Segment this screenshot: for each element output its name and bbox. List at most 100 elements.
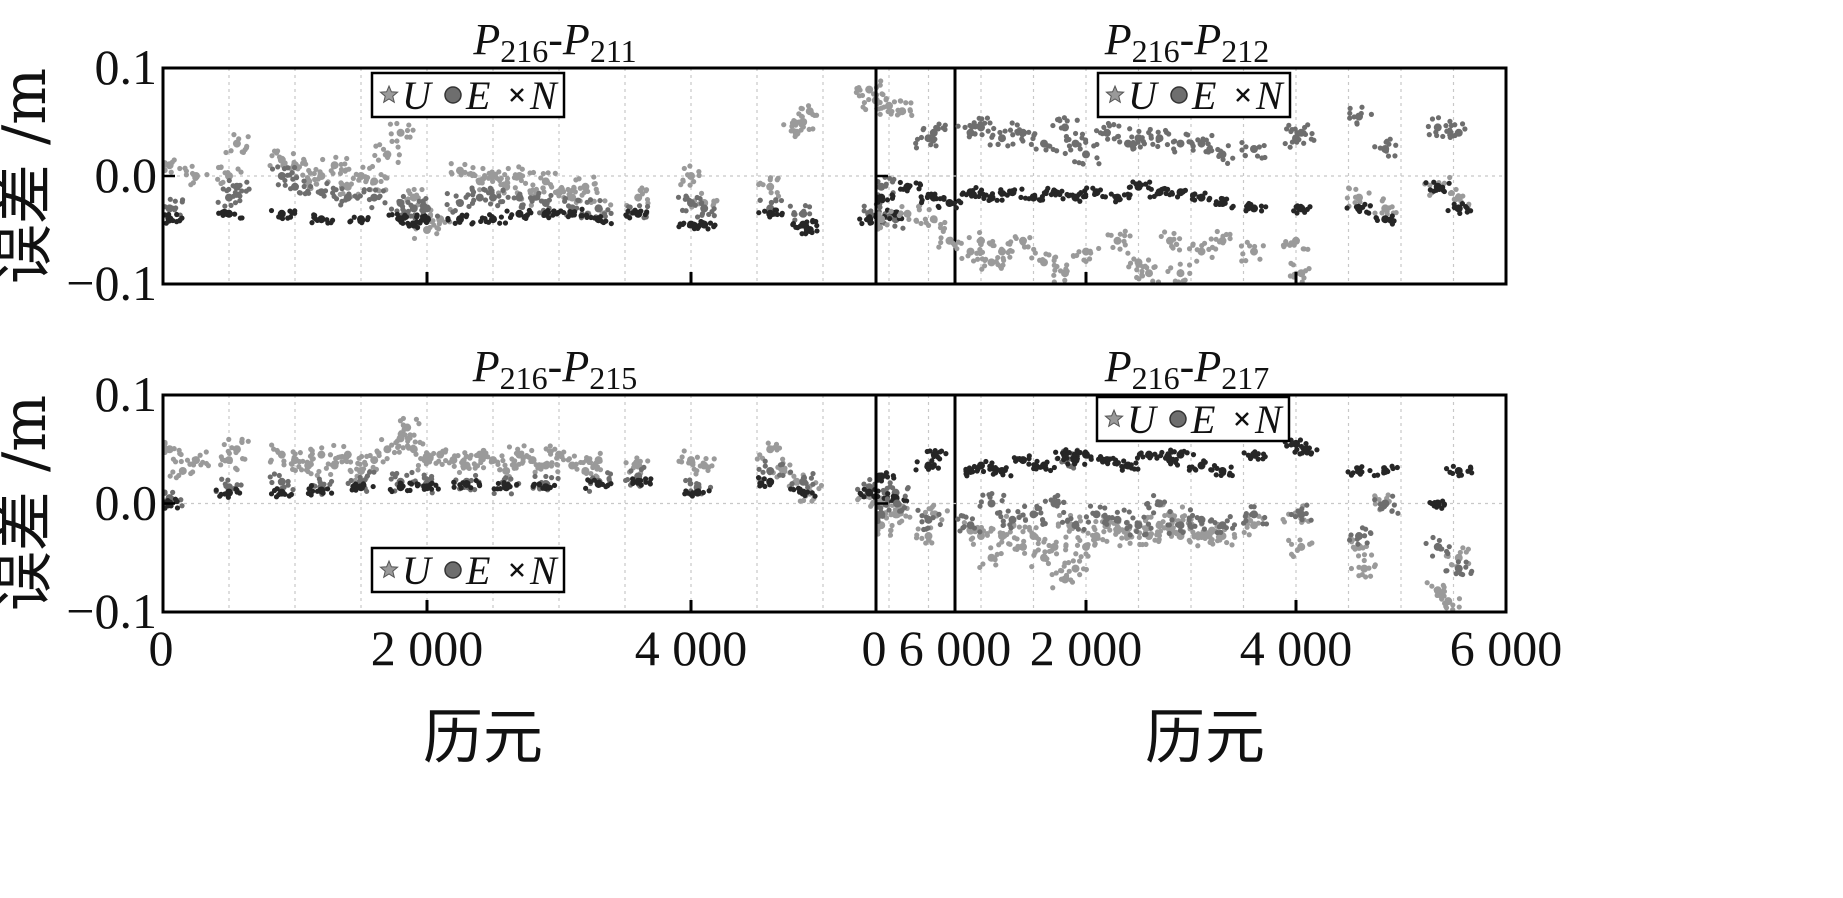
point-N bbox=[1165, 451, 1171, 457]
point-N bbox=[347, 219, 353, 225]
point-E bbox=[538, 198, 545, 204]
point-E bbox=[928, 142, 934, 148]
point-E bbox=[1090, 510, 1096, 516]
point-U bbox=[1360, 564, 1369, 573]
point-E bbox=[1452, 132, 1458, 139]
point-U bbox=[877, 111, 883, 117]
point-U bbox=[269, 442, 275, 448]
point-E bbox=[1068, 516, 1074, 522]
point-N bbox=[897, 186, 904, 192]
point-N bbox=[779, 210, 785, 216]
point-N bbox=[1108, 191, 1114, 197]
point-N bbox=[902, 498, 908, 504]
point-E bbox=[608, 210, 614, 216]
point-U bbox=[944, 508, 950, 514]
point-U bbox=[1104, 538, 1110, 544]
point-U bbox=[1356, 564, 1362, 570]
point-N bbox=[1201, 458, 1207, 464]
point-N bbox=[351, 482, 357, 489]
point-N bbox=[963, 471, 969, 477]
point-U bbox=[993, 562, 999, 568]
point-U bbox=[236, 136, 242, 142]
point-U bbox=[524, 453, 530, 459]
point-U bbox=[355, 460, 361, 466]
point-E bbox=[787, 203, 793, 209]
point-U bbox=[1366, 190, 1372, 196]
point-U bbox=[887, 532, 894, 538]
point-N bbox=[1000, 472, 1006, 478]
point-U bbox=[1286, 537, 1292, 543]
point-E bbox=[923, 514, 930, 520]
point-N bbox=[487, 212, 493, 218]
point-N bbox=[583, 485, 589, 491]
point-E bbox=[1195, 137, 1201, 143]
point-U bbox=[1172, 278, 1178, 284]
point-U bbox=[1280, 242, 1287, 248]
point-E bbox=[987, 142, 993, 148]
point-U bbox=[566, 456, 572, 462]
y-tick-label: −0.1 bbox=[66, 255, 157, 311]
point-E bbox=[179, 503, 185, 509]
point-E bbox=[780, 472, 786, 479]
point-E bbox=[896, 501, 902, 507]
point-U bbox=[300, 172, 306, 178]
point-E bbox=[1192, 523, 1198, 529]
point-N bbox=[1190, 452, 1197, 458]
point-N bbox=[314, 488, 321, 494]
point-E bbox=[468, 477, 474, 484]
point-U bbox=[316, 468, 322, 475]
point-E bbox=[1096, 161, 1102, 167]
point-E bbox=[1148, 135, 1154, 141]
point-E bbox=[520, 202, 526, 208]
point-U bbox=[405, 438, 411, 444]
point-U bbox=[998, 265, 1004, 271]
point-E bbox=[222, 203, 228, 209]
point-U bbox=[799, 106, 805, 112]
point-E bbox=[1216, 524, 1222, 530]
point-U bbox=[1191, 534, 1197, 540]
point-N bbox=[1145, 185, 1152, 191]
point-E bbox=[1377, 145, 1383, 151]
point-U bbox=[1073, 551, 1079, 557]
point-E bbox=[475, 193, 484, 202]
point-N bbox=[588, 214, 594, 221]
point-U bbox=[909, 112, 915, 118]
point-N bbox=[402, 212, 408, 218]
point-N bbox=[1090, 185, 1096, 191]
point-N bbox=[421, 217, 427, 223]
point-U bbox=[354, 466, 360, 472]
point-E bbox=[1010, 141, 1016, 147]
point-U bbox=[1049, 547, 1055, 554]
point-U bbox=[923, 540, 929, 546]
point-E bbox=[1251, 504, 1257, 510]
point-U bbox=[1186, 246, 1193, 252]
point-E bbox=[867, 476, 873, 483]
point-E bbox=[388, 206, 395, 212]
point-E bbox=[276, 472, 282, 479]
point-U bbox=[184, 457, 191, 463]
point-N bbox=[1173, 456, 1179, 463]
point-U bbox=[678, 182, 684, 188]
point-U bbox=[898, 210, 904, 216]
point-U bbox=[1000, 255, 1006, 261]
point-U bbox=[774, 190, 780, 196]
point-N bbox=[891, 475, 897, 481]
point-N bbox=[755, 475, 762, 481]
point-E bbox=[971, 120, 977, 126]
point-N bbox=[1293, 204, 1299, 210]
point-U bbox=[1206, 246, 1212, 253]
point-U bbox=[767, 177, 773, 183]
point-U bbox=[530, 169, 537, 176]
point-N bbox=[1021, 457, 1027, 463]
point-U bbox=[489, 457, 496, 463]
point-E bbox=[400, 193, 407, 200]
point-E bbox=[1129, 134, 1135, 140]
point-U bbox=[226, 436, 232, 442]
point-U bbox=[178, 466, 187, 475]
point-U bbox=[938, 235, 944, 241]
point-U bbox=[395, 159, 401, 165]
point-U bbox=[1003, 513, 1010, 519]
point-U bbox=[1127, 540, 1133, 546]
point-E bbox=[880, 487, 886, 494]
point-U bbox=[597, 450, 603, 457]
